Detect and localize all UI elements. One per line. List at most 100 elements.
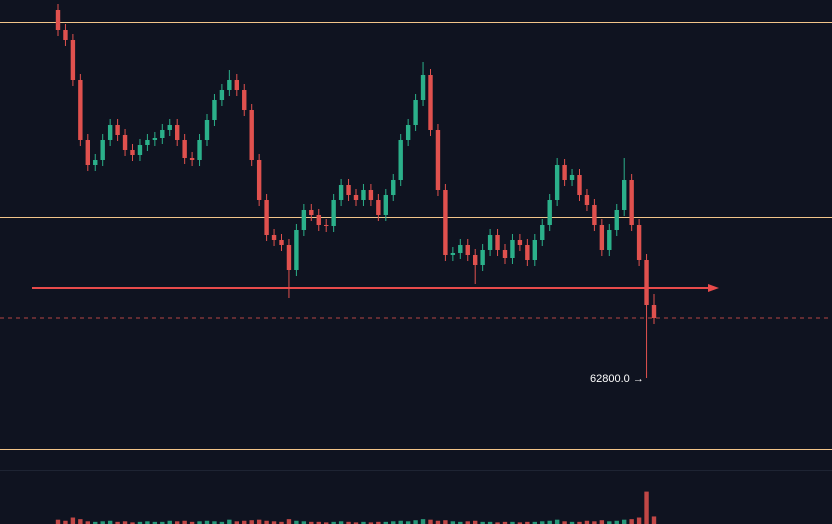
candle-body [525, 245, 530, 260]
volume-bar [420, 519, 426, 524]
candle-body [279, 240, 284, 245]
volume-bar [607, 521, 612, 524]
volume-bar [182, 520, 187, 524]
candle-body [435, 130, 441, 190]
volume-bar [115, 521, 120, 524]
candle-body [644, 260, 649, 305]
candle-body [443, 190, 448, 255]
candle-body [473, 255, 478, 265]
volume-bar [353, 522, 359, 524]
candle-body [197, 140, 202, 160]
volume-bar [78, 519, 83, 524]
candle-body [651, 305, 657, 318]
volume-bar [405, 521, 411, 524]
volume-bar [130, 522, 135, 524]
candle-body [338, 185, 344, 200]
candle-body [234, 80, 239, 90]
candle-body [309, 210, 314, 215]
volume-bar [569, 521, 575, 524]
volume-bar [331, 521, 336, 524]
volume-bar [435, 520, 441, 524]
volume-bar [175, 521, 180, 524]
volume-bar [458, 521, 463, 524]
volume-bar [264, 520, 269, 524]
volume-bar [562, 521, 567, 524]
volume-bar [614, 520, 619, 524]
volume-bar [495, 522, 500, 524]
volume-bar [577, 521, 582, 524]
candle-body [458, 245, 463, 253]
volume-bar [316, 521, 321, 524]
candle-body [301, 210, 307, 230]
candle-body [264, 200, 269, 235]
candle-body [100, 140, 105, 160]
volume-bar [540, 521, 545, 524]
candle-body [614, 210, 619, 230]
candle-body [622, 180, 627, 210]
candle-body [85, 140, 90, 165]
volume-bar [242, 520, 247, 524]
candle-body [137, 145, 143, 155]
volume-bar [644, 491, 649, 524]
volume-bar [413, 520, 418, 524]
volume-bar [137, 521, 143, 524]
volume-bar [63, 520, 68, 524]
volume-bar [554, 519, 560, 524]
candle-body [152, 138, 158, 140]
candle-body [204, 120, 210, 140]
volume-bar [324, 522, 329, 524]
candle-body [122, 135, 128, 150]
candle-body [271, 235, 277, 240]
volume-bar [368, 522, 374, 524]
candle-body [577, 175, 582, 195]
candle-body [130, 150, 135, 155]
candle-body [70, 40, 76, 80]
volume-bar [599, 520, 605, 524]
volume-bar [70, 517, 76, 524]
volume-bar [651, 516, 657, 524]
candle-body [63, 30, 68, 40]
candle-body [242, 90, 247, 110]
candle-body [398, 140, 403, 180]
volume-bar [234, 521, 239, 524]
candle-body [502, 250, 508, 258]
candle-body [487, 235, 493, 250]
candle-body [465, 245, 470, 255]
candle-body [182, 140, 187, 158]
volume-bar [160, 521, 165, 524]
candle-body [562, 165, 567, 180]
candle-body [532, 240, 537, 260]
volume-bar [532, 521, 537, 524]
candle-body [368, 190, 374, 200]
candle-body [249, 110, 254, 160]
volume-bar [55, 519, 61, 524]
candle-body [316, 215, 321, 225]
candle-body [584, 195, 590, 205]
volume-bar [100, 521, 105, 524]
volume-bar [636, 517, 642, 524]
volume-bar [294, 520, 299, 524]
candle-body [93, 160, 98, 165]
candle-body [294, 230, 299, 270]
volume-bar [204, 520, 210, 524]
volume-bar [145, 521, 150, 524]
volume-bar [510, 521, 515, 524]
candle-body [517, 240, 523, 245]
volume-bar [376, 521, 381, 524]
candle-body [286, 245, 292, 270]
candle-body [510, 240, 515, 258]
volume-bar [487, 521, 493, 524]
candle-body [145, 140, 150, 145]
candle-body [256, 160, 262, 200]
volume-bar [450, 521, 456, 524]
volume-bar [398, 520, 403, 524]
volume-bar [391, 521, 396, 524]
volume-bar [107, 520, 113, 524]
low-price-label: 62800.0 → [590, 373, 644, 385]
volume-bar [309, 521, 314, 524]
candle-body [78, 80, 83, 140]
candle-body [107, 125, 113, 140]
candle-body [629, 180, 634, 225]
